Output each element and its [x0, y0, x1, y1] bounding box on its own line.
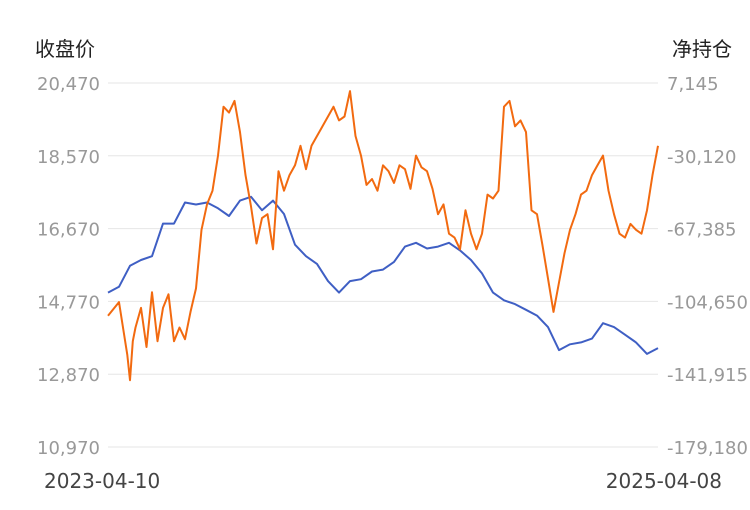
y-right-tick-label: -30,120 [667, 147, 736, 168]
y-right-tick-label: -104,650 [667, 292, 748, 313]
series-lines [107, 90, 659, 382]
y-right-axis-title: 净持仓 [672, 37, 732, 61]
gridlines [108, 82, 658, 448]
y-left-tick-label: 18,570 [37, 147, 100, 168]
net-position-line [107, 90, 659, 382]
y-right-tick-labels: 7,145 -30,120 -67,385 -104,650 -141,915 -179,… [667, 74, 748, 459]
y-left-tick-labels: 20,470 18,570 16,670 14,770 12,870 10,970 [37, 74, 100, 459]
y-left-tick-label: 16,670 [37, 220, 100, 241]
x-tick-start: 2023-04-10 [44, 469, 160, 493]
y-right-tick-label: -179,180 [667, 438, 748, 459]
y-left-tick-label: 20,470 [37, 74, 100, 95]
y-right-tick-label: -67,385 [667, 220, 736, 241]
y-left-tick-label: 10,970 [37, 438, 100, 459]
y-left-tick-label: 14,770 [37, 292, 100, 313]
x-tick-end: 2025-04-08 [606, 469, 722, 493]
close-price-line [107, 195, 659, 355]
y-left-tick-label: 12,870 [37, 365, 100, 386]
y-left-axis-title: 收盘价 [35, 37, 95, 61]
y-right-tick-label: 7,145 [667, 74, 719, 95]
y-right-tick-label: -141,915 [667, 365, 748, 386]
